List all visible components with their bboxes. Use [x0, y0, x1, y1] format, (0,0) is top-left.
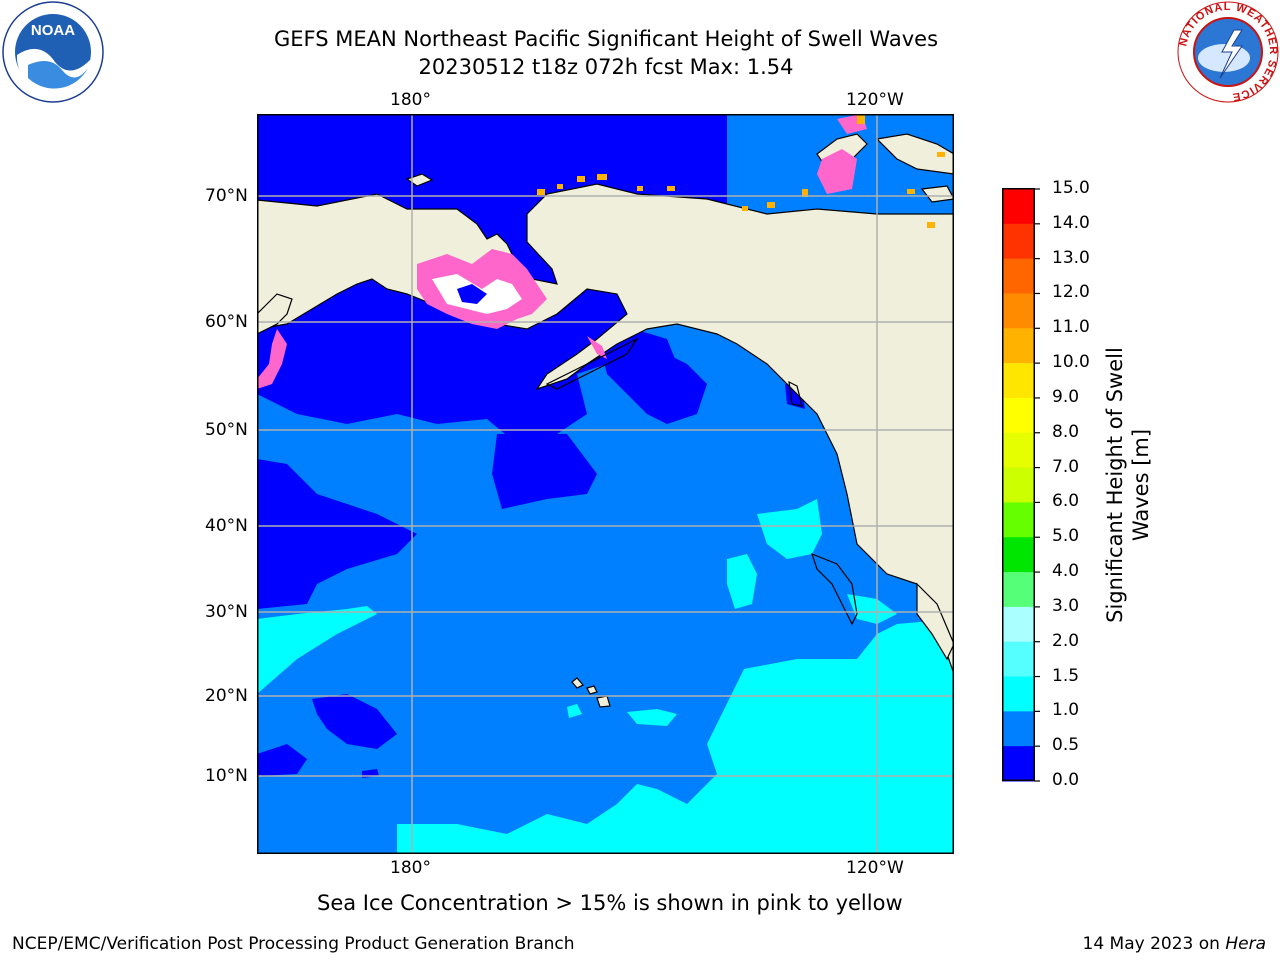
lat-label-60n: 60°N [205, 312, 248, 332]
colorbar-tick-label: 7.0 [1052, 456, 1080, 477]
colorbar-swatch [1002, 641, 1034, 678]
colorbar-swatch [1002, 502, 1034, 538]
colorbar-swatch [1002, 676, 1034, 712]
noaa-logo-icon: NOAA [2, 1, 104, 103]
colorbar-tick-label: 1.5 [1052, 665, 1080, 686]
colorbar-tick-label: 3.0 [1052, 595, 1080, 616]
lat-label-50n: 50°N [205, 420, 248, 440]
wave-height-map [257, 114, 954, 854]
colorbar-tick-label: 8.0 [1052, 421, 1080, 442]
colorbar-tick-label: 0.5 [1052, 735, 1080, 756]
colorbar-swatch [1002, 397, 1034, 434]
colorbar-swatch [1002, 189, 1034, 225]
nws-logo-icon: NATIONAL WEATHER SERVICE [1177, 1, 1279, 103]
colorbar-tick-label: 5.0 [1052, 526, 1080, 547]
lon-label-bottom-120w: 120°W [846, 858, 904, 878]
colorbar-swatch [1002, 293, 1034, 329]
graticule [257, 114, 954, 854]
map-frame [257, 114, 954, 854]
colorbar-tick-label: 1.0 [1052, 700, 1080, 721]
colorbar-label: Significant Height of Swell Waves [m] [1103, 347, 1153, 623]
colorbar-swatch [1002, 432, 1034, 469]
colorbar-swatch [1002, 606, 1034, 643]
colorbar-swatch [1002, 328, 1034, 364]
colorbar-tick-label: 13.0 [1052, 247, 1090, 268]
colorbar-tick-label: 15.0 [1052, 178, 1090, 198]
lon-label-top-180: 180° [390, 90, 431, 110]
colorbar-swatch [1002, 258, 1034, 294]
lon-label-top-120w: 120°W [846, 90, 904, 110]
footer-credit: NCEP/EMC/Verification Post Processing Pr… [12, 934, 575, 954]
colorbar-tick-label: 11.0 [1052, 317, 1090, 338]
colorbar-swatch [1002, 537, 1034, 573]
colorbar [1002, 188, 1040, 782]
noaa-logo-text: NOAA [31, 22, 75, 39]
map-title: GEFS MEAN Northeast Pacific Significant … [273, 27, 939, 51]
colorbar-tick-label: 4.0 [1052, 561, 1080, 582]
colorbar-tick-label: 14.0 [1052, 212, 1090, 233]
footer-date-text: 14 May 2023 on [1082, 934, 1226, 954]
lon-label-bottom-180: 180° [390, 858, 431, 878]
colorbar-tick-label: 12.0 [1052, 282, 1090, 303]
lat-label-30n: 30°N [205, 602, 248, 622]
map-subtitle: 20230512 t18z 072h fcst Max: 1.54 [418, 55, 794, 79]
mid-swell-regions [257, 499, 954, 854]
colorbar-swatch [1002, 363, 1034, 399]
sea-ice-regions [257, 114, 945, 389]
colorbar-swatch [1002, 746, 1034, 782]
colorbar-tick-label: 9.0 [1052, 386, 1080, 407]
colorbar-swatch [1002, 223, 1034, 260]
colorbar-swatch [1002, 467, 1034, 503]
footer-machine: Hera [1225, 934, 1266, 954]
coastlines [545, 337, 858, 626]
lat-label-40n: 40°N [205, 516, 248, 536]
colorbar-tick-label: 6.0 [1052, 491, 1080, 512]
lat-label-10n: 10°N [205, 766, 248, 786]
colorbar-swatch [1002, 711, 1034, 747]
colorbar-tick-label: 0.0 [1052, 770, 1080, 790]
lat-label-20n: 20°N [205, 686, 248, 706]
colorbar-swatch [1002, 572, 1034, 608]
lat-label-70n: 70°N [205, 186, 248, 206]
footer-date: 14 May 2023 on Hera [1083, 934, 1267, 954]
colorbar-tick-label: 10.0 [1052, 352, 1090, 373]
colorbar-tick-label: 2.0 [1052, 630, 1080, 651]
sea-ice-note: Sea Ice Concentration > 15% is shown in … [317, 891, 903, 915]
